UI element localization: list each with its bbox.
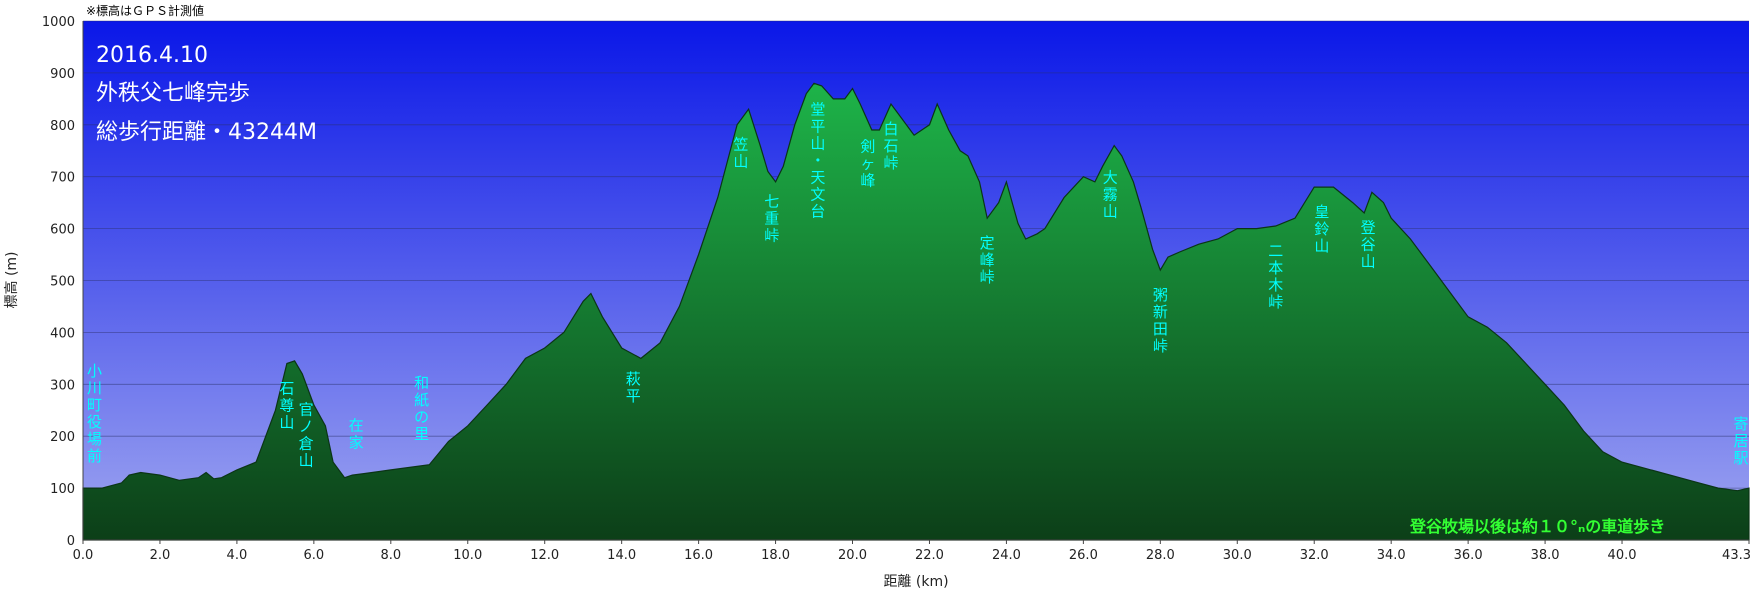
x-tick-label: 26.0 — [1069, 548, 1098, 563]
x-axis-title: 距離 (km) — [883, 573, 948, 590]
peak-label: 官ノ倉山 — [299, 400, 314, 469]
x-tick-label: 10.0 — [453, 548, 482, 563]
x-tick-label: 38.0 — [1531, 548, 1560, 563]
peak-label: 登谷山 — [1361, 219, 1376, 271]
peak-label-text: 笠山 — [733, 136, 748, 171]
peak-label: 堂平山・天文台 — [810, 101, 825, 221]
x-tick-label: 30.0 — [1223, 548, 1252, 563]
x-tick-label: 43.3 — [1722, 548, 1751, 563]
x-tick-label: 14.0 — [607, 548, 636, 563]
peak-label-text: 七重峠 — [764, 193, 779, 245]
x-tick-label: 22.0 — [915, 548, 944, 563]
x-tick-label: 0.0 — [73, 548, 94, 563]
x-tick-labels: 0.0 2.0 4.0 6.0 8.0 10.0 12.0 14.0 16.0 18.0 20.0 2… — [73, 540, 1751, 563]
peak-label: 白石峠 — [883, 120, 898, 172]
x-tick-label: 8.0 — [380, 548, 401, 563]
x-tick-label: 20.0 — [838, 548, 867, 563]
y-tick-label: 800 — [50, 119, 75, 134]
peak-label: 大霧山 — [1103, 168, 1118, 220]
y-tick-label: 200 — [50, 430, 75, 445]
peak-label: 笠山 — [733, 136, 748, 171]
peak-label: 皇鈴山 — [1314, 203, 1329, 255]
peak-label-text: 石尊山 — [279, 380, 294, 432]
peak-label: 和紙の里 — [414, 374, 429, 443]
peak-label: 石尊山 — [279, 380, 294, 432]
peak-label-text: 堂平山・天文台 — [810, 101, 825, 221]
x-tick-label: 18.0 — [761, 548, 790, 563]
y-tick-label: 700 — [50, 171, 75, 186]
peak-label: 剣ヶ峰 — [860, 137, 875, 189]
peak-label-text: 大霧山 — [1103, 168, 1118, 220]
peak-label: 定峰峠 — [980, 234, 995, 286]
peak-label-text: 定峰峠 — [980, 234, 995, 286]
y-tick-label: 1000 — [42, 15, 75, 30]
peak-label-text: 寄居駅 — [1733, 415, 1748, 467]
peak-label: 寄居駅 — [1733, 415, 1748, 467]
x-tick-label: 6.0 — [304, 548, 325, 563]
peak-label: 七重峠 — [764, 193, 779, 245]
peak-label-text: 在家 — [349, 417, 364, 452]
peak-label-text: 白石峠 — [883, 120, 898, 172]
y-tick-label: 400 — [50, 326, 75, 341]
peak-label-text: 和紙の里 — [414, 374, 429, 443]
peak-label-text: 二本木峠 — [1268, 242, 1283, 311]
peak-label: 粥新田峠 — [1153, 286, 1168, 355]
peak-label-text: 剣ヶ峰 — [860, 137, 875, 189]
overlay-distance: 総歩行距離・43244M — [96, 120, 317, 145]
peak-label: 萩平 — [626, 370, 641, 405]
x-tick-label: 16.0 — [684, 548, 713, 563]
x-tick-label: 24.0 — [992, 548, 1021, 563]
x-tick-label: 4.0 — [227, 548, 248, 563]
x-tick-label: 32.0 — [1300, 548, 1329, 563]
peak-label: 在家 — [349, 417, 364, 452]
y-tick-label: 300 — [50, 378, 75, 393]
x-tick-label: 40.0 — [1608, 548, 1637, 563]
x-tick-label: 2.0 — [150, 548, 171, 563]
x-tick-label: 36.0 — [1454, 548, 1483, 563]
y-tick-label: 600 — [50, 223, 75, 238]
y-tick-label: 0 — [67, 534, 75, 549]
y-tick-label: 900 — [50, 67, 75, 82]
peak-label-text: 登谷山 — [1361, 219, 1376, 271]
y-axis-title: 標高 (m) — [3, 251, 20, 308]
x-tick-label: 28.0 — [1146, 548, 1175, 563]
peak-label-text: 萩平 — [626, 370, 641, 405]
elevation-profile-area — [82, 82, 1750, 541]
x-tick-label: 12.0 — [530, 548, 559, 563]
peak-label-text: 粥新田峠 — [1153, 286, 1168, 355]
peak-label: 二本木峠 — [1268, 242, 1283, 311]
overlay-title: 外秩父七峰完歩 — [96, 81, 250, 106]
gps-note: ※標高はＧＰＳ計測値 — [86, 4, 205, 18]
y-tick-labels: 0 100 200 300 400 500 600 700 800 900 1000 — [42, 15, 75, 549]
peak-label-text: 皇鈴山 — [1314, 203, 1329, 255]
x-tick-label: 34.0 — [1377, 548, 1406, 563]
footer-note: 登谷牧場以後は約１０°ₙの車道歩き — [1409, 517, 1665, 536]
overlay-date: 2016.4.10 — [96, 43, 208, 68]
peak-label-text: 官ノ倉山 — [299, 400, 314, 469]
y-tick-label: 500 — [50, 275, 75, 290]
peak-label-text: 小川町役場前 — [87, 362, 102, 465]
peak-label: 小川町役場前 — [87, 362, 102, 465]
y-tick-label: 100 — [50, 482, 75, 497]
